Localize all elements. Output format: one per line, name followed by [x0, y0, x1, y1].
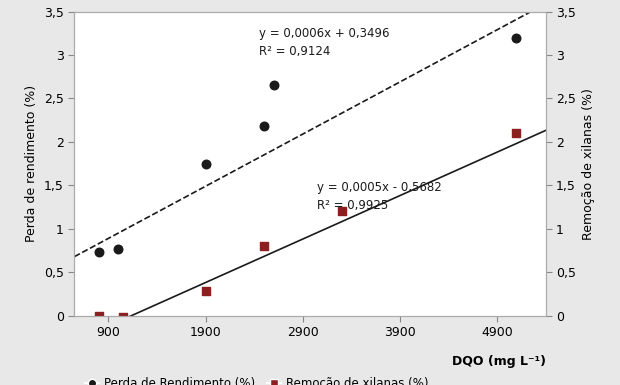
Point [113, 246, 123, 252]
Point [201, 161, 211, 167]
Text: DQO (mg L⁻¹): DQO (mg L⁻¹) [451, 355, 546, 368]
Point [94, 249, 104, 255]
Text: y = 0,0005x - 0,5682
R² = 0,9925: y = 0,0005x - 0,5682 R² = 0,9925 [317, 181, 442, 212]
Y-axis label: Remoção de xilanas (%): Remoção de xilanas (%) [582, 88, 595, 239]
Y-axis label: Perda de rendimento (%): Perda de rendimento (%) [25, 85, 38, 242]
Point [337, 208, 347, 214]
Text: y = 0,0006x + 0,3496
R² = 0,9124: y = 0,0006x + 0,3496 R² = 0,9124 [259, 27, 389, 58]
Point [268, 82, 278, 89]
Point [259, 123, 269, 129]
Point [201, 288, 211, 295]
Legend: Perda de Rendimento (%), Remoção de xilanas (%): Perda de Rendimento (%), Remoção de xila… [81, 373, 433, 385]
Point [512, 130, 521, 136]
Point [94, 313, 104, 319]
Point [259, 243, 269, 249]
Point [512, 35, 521, 41]
Point [118, 315, 128, 321]
